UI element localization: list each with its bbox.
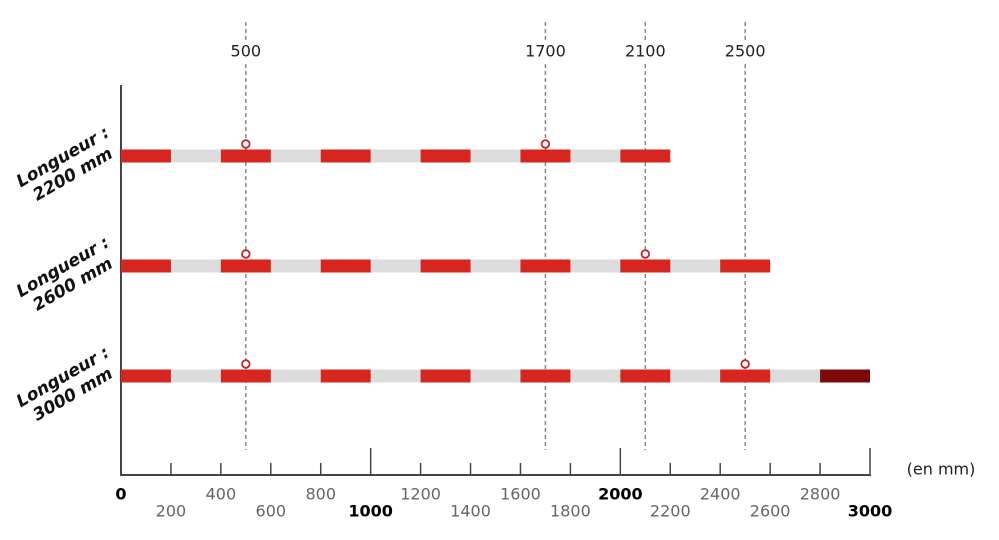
- anchor-point: [540, 139, 551, 149]
- stripe: [220, 369, 271, 383]
- x-tick-label: 200: [156, 502, 187, 521]
- stripe: [121, 149, 171, 163]
- reference-label: 2100: [625, 42, 666, 61]
- category-label: Longueur :2600 mm: [13, 233, 116, 316]
- stripe: [620, 369, 671, 383]
- stripe: [620, 259, 671, 273]
- x-tick-label: 800: [305, 485, 336, 504]
- stripe: [520, 259, 571, 273]
- reference-label: 500: [231, 42, 262, 61]
- x-tick-label: 1000: [348, 502, 393, 521]
- x-tick-label: 600: [256, 502, 287, 521]
- label-bg: [621, 41, 670, 63]
- stripe: [420, 369, 471, 383]
- anchor-point: [241, 139, 251, 149]
- x-tick-label: 1200: [400, 485, 441, 504]
- x-axis-label: (en mm): [907, 460, 976, 479]
- x-tick-label: 3000: [848, 502, 893, 521]
- stripe: [320, 259, 371, 273]
- stripe: [320, 369, 371, 383]
- stripe: [620, 149, 671, 163]
- x-tick-label: 2200: [650, 502, 691, 521]
- x-tick-label: 1800: [550, 502, 591, 521]
- x-tick-label: 400: [206, 485, 237, 504]
- label-bg: [221, 41, 270, 63]
- reference-label: 2500: [725, 42, 766, 61]
- stripe: [220, 259, 271, 273]
- stripe: [420, 259, 471, 273]
- x-tick-label: 2400: [700, 485, 741, 504]
- barrier: [121, 369, 870, 383]
- reference-label: 1700: [525, 42, 566, 61]
- anchor-point: [640, 249, 650, 259]
- stripe: [720, 259, 771, 273]
- anchor-point: [241, 249, 251, 259]
- category-label: Longueur :2200 mm: [13, 123, 116, 206]
- anchor-point: [740, 359, 750, 369]
- stripe: [121, 369, 171, 383]
- x-tick-label: 0: [115, 485, 126, 504]
- label-bg: [721, 41, 770, 63]
- stripe: [720, 369, 771, 383]
- category-label: Longueur :3000 mm: [13, 343, 116, 426]
- stripe: [220, 149, 271, 163]
- anchor-point: [241, 359, 251, 369]
- stripe: [820, 369, 870, 383]
- stripe: [520, 149, 571, 163]
- x-tick-label: 1400: [450, 502, 491, 521]
- x-tick-label: 2600: [750, 502, 791, 521]
- stripe: [121, 259, 171, 273]
- stripe: [420, 149, 471, 163]
- stripe: [320, 149, 371, 163]
- stripe: [520, 369, 571, 383]
- barrier: [121, 149, 671, 163]
- x-tick-label: 1600: [500, 485, 541, 504]
- label-bg: [521, 41, 570, 63]
- x-tick-label: 2000: [598, 485, 643, 504]
- x-tick-label: 2800: [800, 485, 841, 504]
